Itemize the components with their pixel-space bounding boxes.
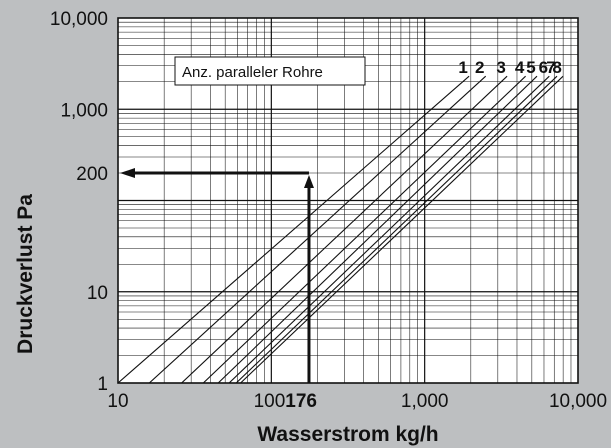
series-line-4 [202,75,526,384]
x-tick-label: 176 [285,391,317,412]
legend: Anz. paralleler Rohre [174,56,366,86]
reading-annotation [120,168,314,383]
series-label-4: 4 [515,58,525,77]
x-axis-label: Wasserstrom kg/h [257,423,438,446]
series-label-5: 5 [526,58,535,77]
x-tick-label: 100 [254,391,286,412]
series-line-3 [181,75,508,384]
y-tick-label: 10 [87,283,108,304]
series-label-1: 1 [458,58,467,77]
series-label-2: 2 [475,58,484,77]
y-axis-label: Druckverlust Pa [14,194,37,354]
x-tick-label: 1,000 [401,391,449,412]
series-labels: 1 2 3 4 5 678 [458,58,561,77]
series-line-2 [148,75,487,384]
x-tick-labels: 10 100 176 1,000 10,000 [107,391,607,412]
series-label-6: 6 [539,58,548,77]
legend-box [174,56,366,86]
series-lines [117,75,564,384]
y-tick-label: 200 [76,164,108,185]
plot-frame [117,17,579,384]
series-label-8: 8 [552,58,561,77]
arrow-vertical-head [303,175,314,189]
x-tick-label: 10,000 [549,391,607,412]
series-line-1 [117,75,470,384]
y-tick-label: 10,000 [50,9,108,30]
series-line-7 [235,75,558,384]
series-label-7: 7 [546,58,555,77]
series-line-5 [217,75,538,384]
series-line-6 [228,75,550,384]
legend-title: Anz. paralleler Rohre [182,64,323,81]
arrow-horizontal-head [120,168,135,179]
x-tick-label: 10 [107,391,128,412]
y-tick-labels: 1 10 200 1,000 10,000 [50,9,108,395]
series-label-3: 3 [496,58,505,77]
series-line-8 [240,75,564,384]
y-tick-label: 1,000 [60,100,108,121]
y-tick-label: 1 [97,374,108,395]
